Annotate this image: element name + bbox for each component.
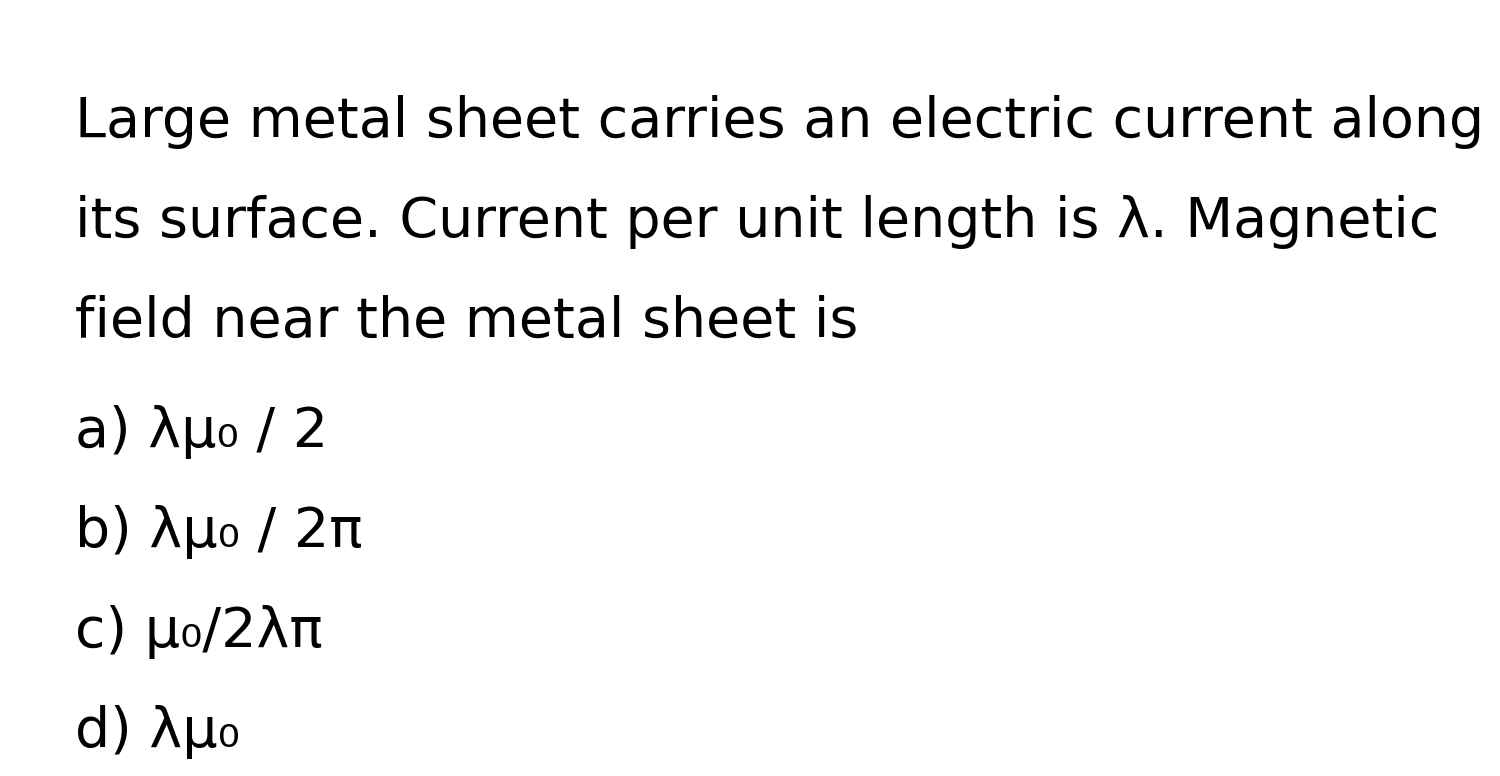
Text: c) μ₀/2λπ: c) μ₀/2λπ: [75, 605, 322, 659]
Text: Large metal sheet carries an electric current along: Large metal sheet carries an electric cu…: [75, 95, 1484, 149]
Text: field near the metal sheet is: field near the metal sheet is: [75, 295, 858, 349]
Text: d) λμ₀: d) λμ₀: [75, 705, 240, 759]
Text: its surface. Current per unit length is λ. Magnetic: its surface. Current per unit length is …: [75, 195, 1440, 249]
Text: a) λμ₀ / 2: a) λμ₀ / 2: [75, 405, 328, 459]
Text: b) λμ₀ / 2π: b) λμ₀ / 2π: [75, 505, 363, 559]
